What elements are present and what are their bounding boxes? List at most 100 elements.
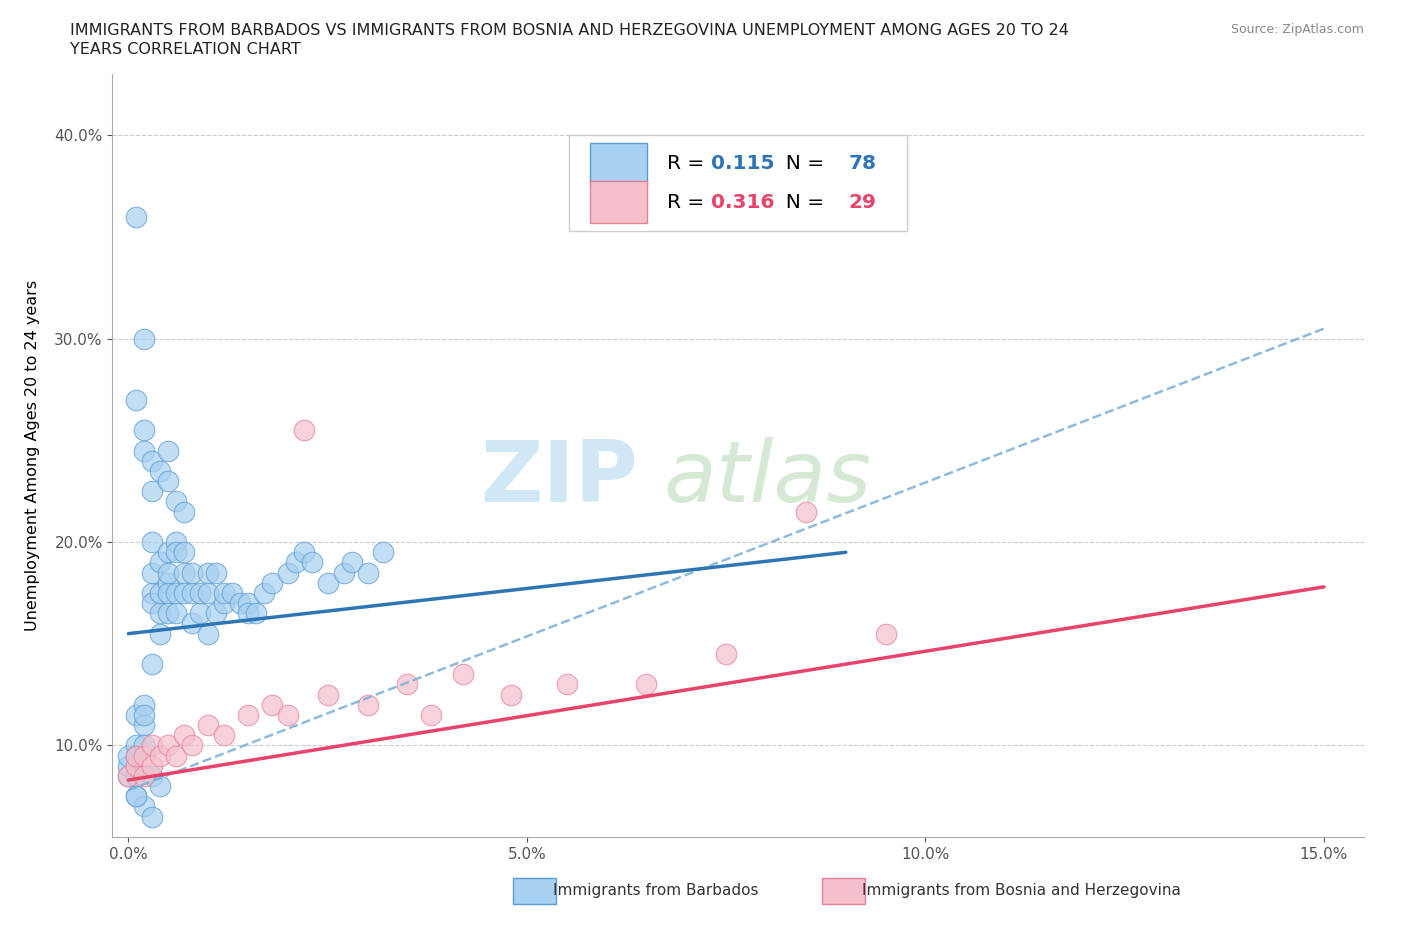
Text: Immigrants from Barbados: Immigrants from Barbados	[553, 884, 758, 898]
Point	[173, 504, 195, 519]
Point	[134, 799, 156, 814]
Text: R =: R =	[666, 193, 710, 212]
Point	[141, 484, 163, 498]
Point	[149, 778, 172, 793]
Point	[165, 494, 187, 509]
Point	[714, 646, 737, 661]
Point	[157, 576, 180, 591]
Text: 29: 29	[848, 193, 876, 212]
Text: Immigrants from Bosnia and Herzegovina: Immigrants from Bosnia and Herzegovina	[862, 884, 1181, 898]
Point	[141, 758, 163, 773]
Point	[173, 565, 195, 580]
Point	[149, 626, 172, 641]
Point	[420, 708, 443, 723]
Point	[117, 749, 139, 764]
Point	[181, 586, 204, 601]
Point	[141, 809, 163, 824]
Y-axis label: Unemployment Among Ages 20 to 24 years: Unemployment Among Ages 20 to 24 years	[25, 280, 41, 631]
Point	[173, 545, 195, 560]
Point	[157, 444, 180, 458]
Point	[141, 565, 163, 580]
Point	[875, 626, 897, 641]
Point	[197, 565, 219, 580]
FancyBboxPatch shape	[591, 181, 647, 223]
Point	[181, 565, 204, 580]
Point	[451, 667, 474, 682]
Point	[157, 545, 180, 560]
Point	[134, 768, 156, 783]
Point	[499, 687, 522, 702]
Point	[356, 698, 378, 712]
Point	[188, 605, 211, 620]
Text: N =: N =	[773, 193, 831, 212]
Point	[157, 473, 180, 488]
Point	[117, 768, 139, 783]
Point	[134, 331, 156, 346]
Point	[173, 586, 195, 601]
Point	[165, 535, 187, 550]
Point	[157, 738, 180, 753]
Text: 78: 78	[848, 154, 876, 173]
Point	[221, 586, 243, 601]
Point	[125, 789, 148, 804]
Point	[173, 728, 195, 743]
Point	[157, 565, 180, 580]
Point	[149, 463, 172, 478]
Point	[292, 423, 315, 438]
Point	[125, 708, 148, 723]
Point	[332, 565, 354, 580]
Point	[205, 565, 228, 580]
Text: ZIP: ZIP	[481, 437, 638, 520]
Point	[340, 555, 363, 570]
Point	[117, 758, 139, 773]
Point	[134, 749, 156, 764]
Text: IMMIGRANTS FROM BARBADOS VS IMMIGRANTS FROM BOSNIA AND HERZEGOVINA UNEMPLOYMENT : IMMIGRANTS FROM BARBADOS VS IMMIGRANTS F…	[70, 23, 1069, 38]
Point	[260, 698, 283, 712]
Point	[141, 738, 163, 753]
Point	[134, 708, 156, 723]
Point	[141, 453, 163, 468]
Point	[205, 605, 228, 620]
Point	[125, 392, 148, 407]
Point	[253, 586, 276, 601]
Point	[134, 698, 156, 712]
Point	[292, 545, 315, 560]
Point	[236, 708, 259, 723]
Point	[277, 708, 299, 723]
Point	[149, 749, 172, 764]
Point	[125, 209, 148, 224]
Point	[125, 738, 148, 753]
Point	[181, 738, 204, 753]
Point	[636, 677, 658, 692]
Point	[277, 565, 299, 580]
Point	[149, 555, 172, 570]
Point	[316, 687, 339, 702]
Point	[188, 586, 211, 601]
Point	[141, 596, 163, 611]
Point	[141, 535, 163, 550]
Point	[197, 718, 219, 733]
Point	[284, 555, 307, 570]
Point	[149, 586, 172, 601]
Point	[125, 749, 148, 764]
Point	[165, 545, 187, 560]
Point	[197, 626, 219, 641]
Point	[125, 758, 148, 773]
Point	[260, 576, 283, 591]
Point	[165, 586, 187, 601]
Text: 0.316: 0.316	[710, 193, 775, 212]
Point	[212, 596, 235, 611]
Point	[794, 504, 817, 519]
Point	[301, 555, 323, 570]
Text: N =: N =	[773, 154, 831, 173]
FancyBboxPatch shape	[591, 143, 647, 185]
Point	[141, 657, 163, 671]
Point	[117, 768, 139, 783]
Text: YEARS CORRELATION CHART: YEARS CORRELATION CHART	[70, 42, 301, 57]
Point	[125, 749, 148, 764]
Point	[165, 605, 187, 620]
Point	[125, 789, 148, 804]
Text: 0.115: 0.115	[710, 154, 775, 173]
Point	[316, 576, 339, 591]
Point	[165, 749, 187, 764]
